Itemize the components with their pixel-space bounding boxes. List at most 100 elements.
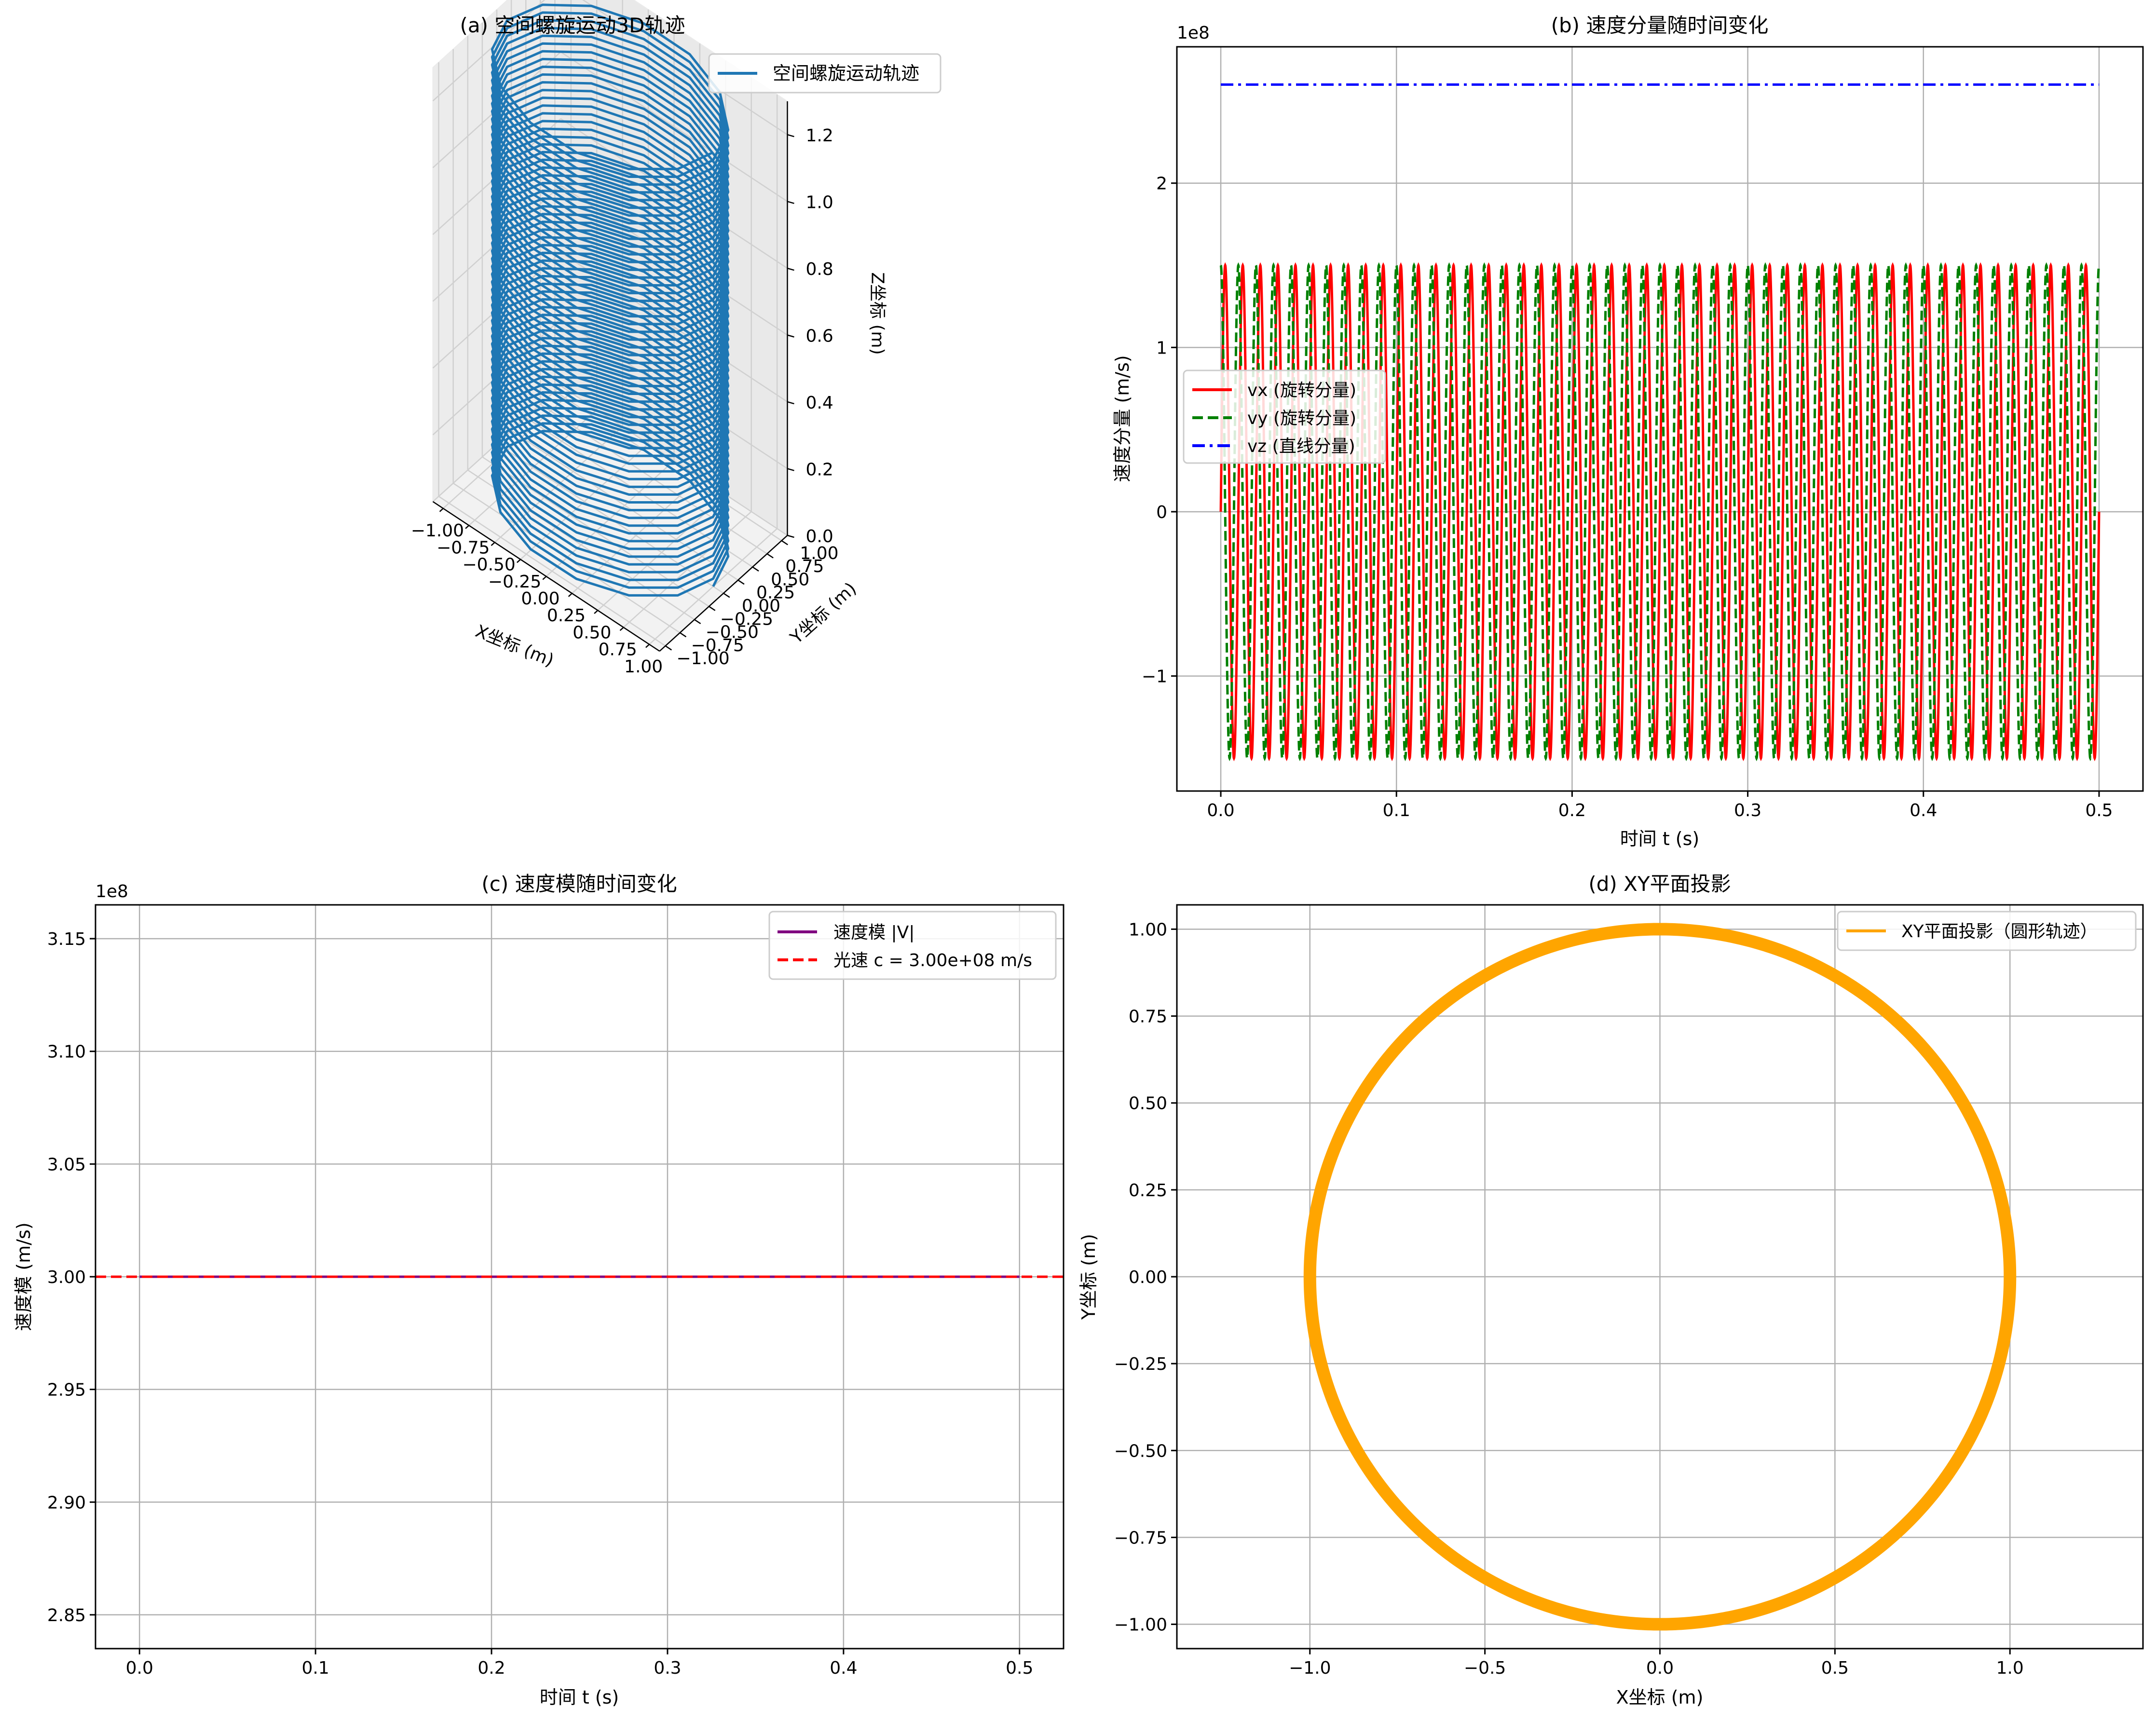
panel-a-xtick-label: 0.50 bbox=[573, 623, 611, 642]
panel-2-ytick-label: 3.10 bbox=[47, 1042, 86, 1062]
panel-a-xtick-label: −0.25 bbox=[488, 572, 541, 592]
panel-b-xlabel: 时间 t (s) bbox=[1620, 828, 1700, 849]
panel-a-xtick-mark bbox=[517, 559, 521, 563]
panel-a-floor-grid bbox=[438, 496, 666, 647]
panel-a-ytick-mark bbox=[694, 619, 701, 625]
panel-3-xtick-label: 0.5 bbox=[1821, 1658, 1849, 1678]
panel-3-ytick-label: −0.75 bbox=[1114, 1528, 1167, 1548]
panel-b-ylabel: 速度分量 (m/s) bbox=[1112, 355, 1133, 482]
panel-a-xtick-label: −1.00 bbox=[411, 521, 464, 541]
panel-a-ztick-mark bbox=[787, 134, 794, 137]
panel-c: 0.0 0.1 0.2 0.3 0.4 0.5 2.85 2.90 2.95 3.00 3.05 3.… bbox=[13, 872, 1064, 1708]
series-xy-projection-circle bbox=[1303, 923, 2017, 1631]
panel-1-ytick-label: 1 bbox=[1156, 338, 1167, 358]
panel-1-xtick-label: 0.0 bbox=[1207, 801, 1234, 820]
panel-a-ytick-mark bbox=[737, 579, 745, 585]
panel-c-legend: 速度模 |V| 光速 c = 3.00e+08 m/s bbox=[768, 911, 1057, 980]
panel-2-xtick-label: 0.4 bbox=[830, 1658, 857, 1678]
panel-d-legend-box bbox=[1837, 911, 2137, 951]
panel-a-back-grid bbox=[560, 252, 788, 403]
panel-a-ytick-label: 0.25 bbox=[756, 583, 795, 603]
panel-a-axes: −1.00−0.75−0.50−0.250.000.250.500.751.00… bbox=[411, 101, 839, 677]
series-vy-line bbox=[1219, 262, 2101, 762]
panel-1-ytick-label: 2 bbox=[1156, 174, 1167, 194]
panel-2-ytick-label: 2.85 bbox=[47, 1606, 86, 1625]
panel-a-ztick-mark bbox=[787, 534, 794, 538]
panel-a-ytick-mark bbox=[781, 540, 788, 546]
panel-a-ytick-mark bbox=[752, 566, 759, 572]
panel-d: −1.0 −0.5 0.0 0.5 1.0 −1.00 −0.75 −0.50 −0.25 0.0… bbox=[1078, 872, 2144, 1708]
panel-a-xtick-mark bbox=[465, 525, 470, 529]
panel-a-ztick-label: 0.2 bbox=[806, 460, 833, 480]
panel-3-ytick-label: −0.50 bbox=[1114, 1441, 1167, 1461]
panel-a-zlabel: Z坐标 (m) bbox=[868, 272, 887, 355]
panel-a-ztick-label: 0.8 bbox=[806, 259, 833, 279]
panel-a-xtick-mark bbox=[619, 627, 624, 631]
panel-a-xtick-label: 0.75 bbox=[599, 640, 637, 660]
panel-2-ytick-label: 2.95 bbox=[47, 1380, 86, 1400]
series-helix-line bbox=[491, 3, 730, 597]
panel-3-ytick-label: 0.75 bbox=[1129, 1007, 1167, 1027]
series-vx-line bbox=[1219, 262, 2101, 762]
panel-a-ytick-label: −0.25 bbox=[720, 609, 773, 629]
panel-2-ytick-label: 3.00 bbox=[47, 1268, 86, 1287]
panel-c-legend-label-speed: 速度模 |V| bbox=[833, 923, 914, 942]
panel-a-xtick-label: 1.00 bbox=[624, 657, 663, 677]
panel-2-xtick-label: 0.2 bbox=[478, 1658, 505, 1678]
panel-3-ytick-label: 1.00 bbox=[1129, 920, 1167, 940]
panel-c-xlabel: 时间 t (s) bbox=[540, 1687, 619, 1708]
panel-a-ztick-label: 1.2 bbox=[806, 126, 833, 146]
panel-2-xtick-label: 0.1 bbox=[302, 1658, 329, 1678]
panel-a-ytick-label: 0.50 bbox=[771, 570, 809, 589]
panel-1-ytick-label: 0 bbox=[1156, 503, 1167, 522]
panel-a-xtick-label: 0.00 bbox=[521, 589, 559, 609]
panel-b-legend-label-vz: vz (直线分量) bbox=[1247, 437, 1355, 456]
panel-a-ytick-mark bbox=[723, 592, 730, 598]
panel-3-ytick-label: 0.25 bbox=[1129, 1181, 1167, 1201]
panel-b-offset-text: 1e8 bbox=[1177, 23, 1210, 43]
panel-a-ztick-label: 0.4 bbox=[806, 393, 833, 413]
panel-a-side-grid bbox=[432, 0, 546, 102]
panel-a-back-grid bbox=[560, 118, 788, 269]
panel-a-title: (a) 空间螺旋运动3D轨迹 bbox=[460, 14, 685, 37]
panel-1-ytick-label: −1 bbox=[1142, 667, 1167, 687]
panel-b-ticks: 0.0 0.1 0.2 0.3 0.4 0.5 −1 0 1 2 bbox=[1142, 174, 2113, 820]
panel-b-legend-box bbox=[1183, 369, 1386, 464]
panel-a-legend-box bbox=[708, 53, 942, 94]
panel-a-ztick-mark bbox=[787, 267, 794, 271]
panel-c-offset-text: 1e8 bbox=[96, 882, 128, 901]
panel-3-ytick-label: −0.25 bbox=[1114, 1354, 1167, 1374]
panel-a-xtick-mark bbox=[491, 542, 495, 546]
panel-a-floor-grid bbox=[511, 430, 738, 581]
panel-3-ytick-label: 0.50 bbox=[1129, 1094, 1167, 1114]
panel-d-legend-label: XY平面投影（圆形轨迹） bbox=[1901, 922, 2098, 942]
panel-a-3d: −1.00−0.75−0.50−0.250.000.250.500.751.00… bbox=[411, 0, 942, 677]
panel-a-legend: 空间螺旋运动轨迹 bbox=[708, 53, 942, 94]
panel-a-ytick-label: −0.50 bbox=[706, 623, 759, 642]
panel-3-ytick-label: 0.00 bbox=[1129, 1268, 1167, 1287]
panel-a-ztick-label: 0.6 bbox=[806, 327, 833, 346]
panel-a-ytick-label: 1.00 bbox=[800, 544, 838, 563]
panel-a-ztick-label: 1.0 bbox=[806, 193, 833, 213]
panel-3-xtick-label: −0.5 bbox=[1464, 1658, 1506, 1678]
panel-1-xtick-label: 0.2 bbox=[1558, 801, 1586, 820]
panel-d-ylabel: Y坐标 (m) bbox=[1078, 1234, 1099, 1320]
panel-2-xtick-label: 0.3 bbox=[654, 1658, 681, 1678]
panel-d-ticks: −1.0 −0.5 0.0 0.5 1.0 −1.00 −0.75 −0.50 −0.25 0.0… bbox=[1114, 920, 2024, 1678]
panel-2-xtick-label: 0.0 bbox=[126, 1658, 153, 1678]
panel-2-ytick-label: 3.15 bbox=[47, 929, 86, 949]
panel-a-ztick-label: 0.0 bbox=[806, 527, 833, 546]
panel-d-xlabel: X坐标 (m) bbox=[1616, 1687, 1704, 1708]
panel-a-ztick-mark bbox=[787, 401, 794, 405]
panel-c-title: (c) 速度模随时间变化 bbox=[481, 872, 677, 896]
panel-2-xtick-label: 0.5 bbox=[1006, 1658, 1033, 1678]
panel-a-xtick-label: 0.25 bbox=[547, 606, 586, 626]
panel-c-ticks: 0.0 0.1 0.2 0.3 0.4 0.5 2.85 2.90 2.95 3.00 3.05 3.… bbox=[47, 929, 1034, 1678]
panel-1-xtick-label: 0.1 bbox=[1383, 801, 1410, 820]
panel-a-helix bbox=[491, 3, 730, 597]
panel-b-legend-label-vy: vy (旋转分量) bbox=[1247, 409, 1356, 428]
panel-c-legend-label-c: 光速 c = 3.00e+08 m/s bbox=[833, 951, 1032, 970]
panel-1-xtick-label: 0.4 bbox=[1910, 801, 1937, 820]
panel-a-xtick-label: −0.75 bbox=[437, 538, 490, 558]
